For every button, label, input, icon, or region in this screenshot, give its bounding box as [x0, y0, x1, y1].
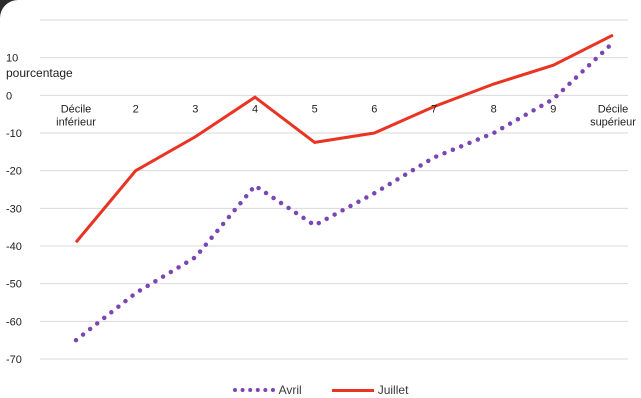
- line-chart: 20100-10-20-30-40-50-60-70 pourcentage D…: [6, 15, 636, 366]
- y-tick-label: 10: [6, 53, 18, 65]
- y-tick-label: -70: [6, 354, 22, 366]
- x-tick-label: 9: [550, 103, 556, 115]
- legend-item-avril: Avril: [232, 383, 302, 397]
- x-tick-label: 8: [491, 103, 497, 115]
- gridlines: [40, 19, 628, 360]
- x-tick-labels: Décile inférieur 2 3 4 5 6 7 8 9 Décile supérieur: [56, 103, 636, 128]
- x-tick-label: Décile supérieur: [590, 103, 636, 128]
- series-lines: [73, 33, 616, 343]
- series-line-juillet: [74, 33, 614, 244]
- y-axis-label: pourcentage: [6, 66, 73, 80]
- corner-cover: [0, 0, 32, 32]
- legend-swatch-avril: [232, 388, 275, 392]
- x-tick-label: Décile inférieur: [56, 103, 96, 128]
- legend-label-avril: Avril: [278, 383, 302, 397]
- y-tick-label: -20: [6, 166, 22, 178]
- y-tick-label: -40: [6, 241, 22, 253]
- x-tick-label: 6: [371, 103, 377, 115]
- x-tick-label: 3: [192, 103, 198, 115]
- y-tick-label: -60: [6, 316, 22, 328]
- legend-item-juillet: Juillet: [331, 383, 409, 397]
- x-tick-label: 5: [312, 103, 318, 115]
- legend-label-juillet: Juillet: [377, 383, 409, 397]
- series-line-avril: [73, 40, 616, 343]
- x-tick-label: 4: [252, 103, 258, 115]
- y-tick-label: 0: [6, 90, 12, 102]
- x-tick-label: 7: [431, 103, 437, 115]
- y-tick-label: -30: [6, 203, 22, 215]
- legend: Avril Juillet: [0, 382, 641, 398]
- y-tick-label: -50: [6, 279, 22, 291]
- y-tick-label: -10: [6, 128, 22, 140]
- legend-swatch-juillet: [331, 388, 374, 392]
- x-tick-label: 2: [133, 103, 139, 115]
